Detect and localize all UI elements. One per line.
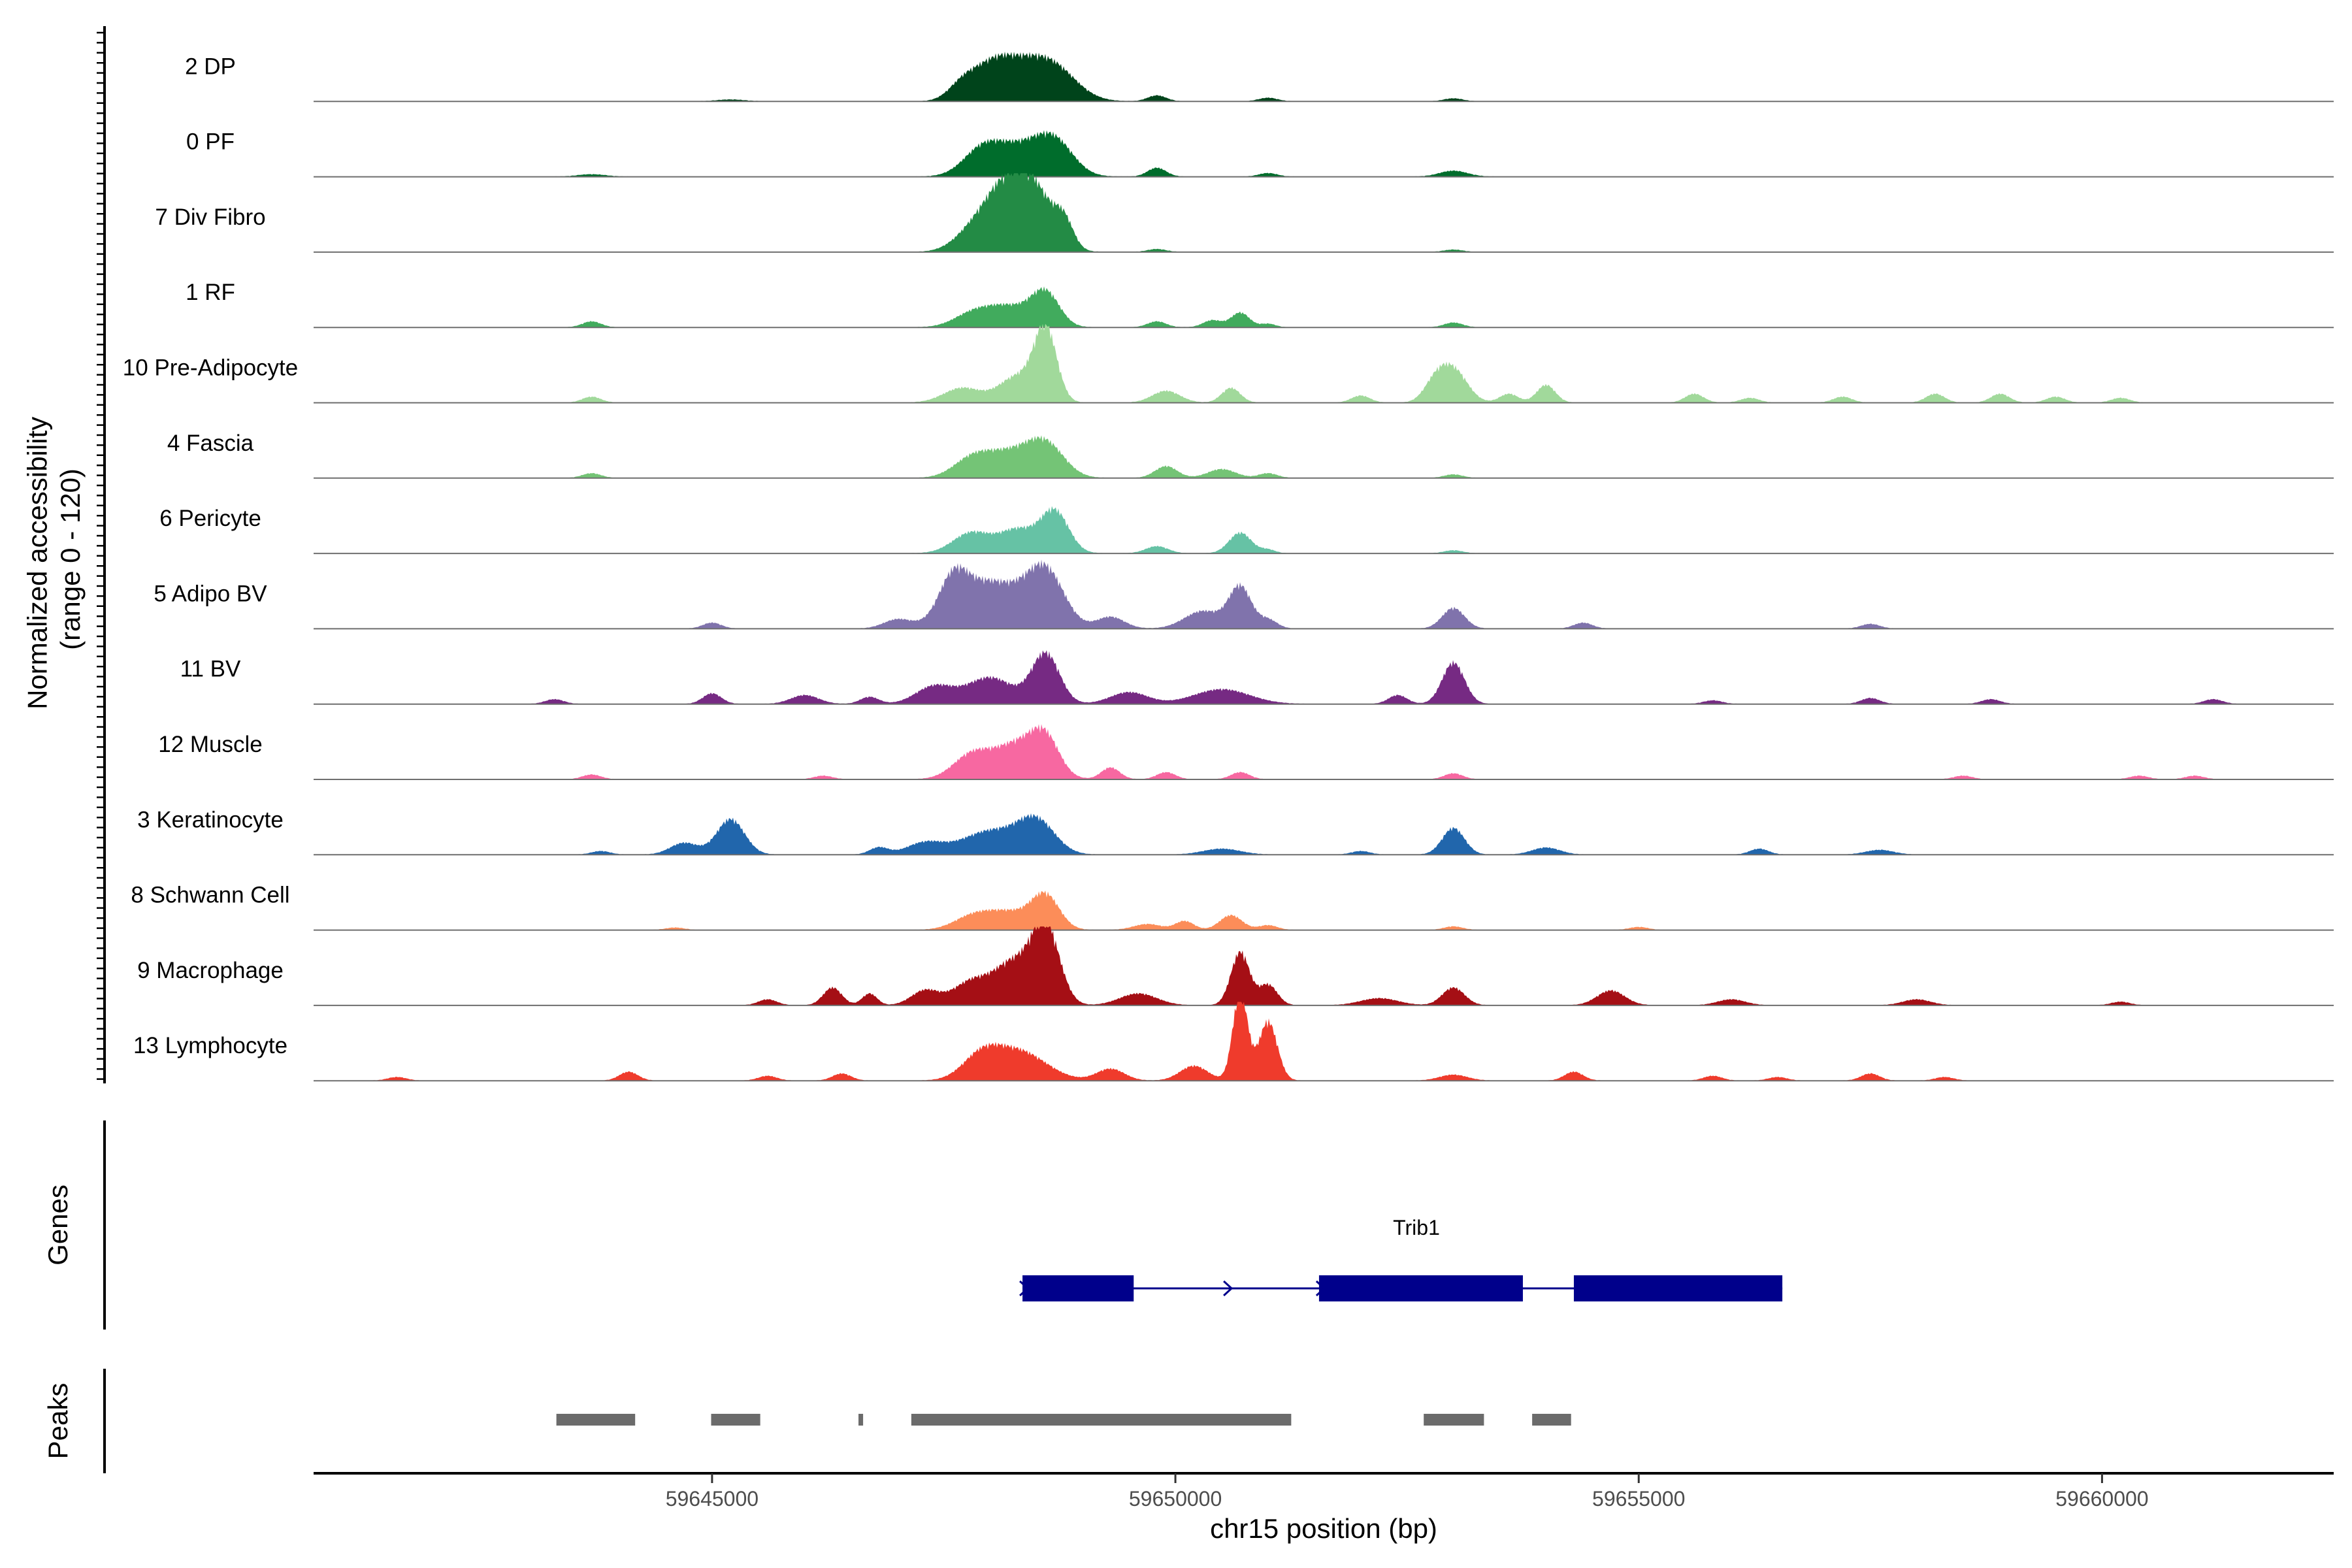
track-label: 2 DP <box>185 54 236 79</box>
coverage-tracks <box>314 52 2334 1082</box>
coverage-area <box>314 650 2334 704</box>
coverage-area <box>314 559 2334 629</box>
coverage-area <box>314 926 2334 1005</box>
track-label: 12 Muscle <box>158 732 263 757</box>
strand-arrow <box>1223 1280 1233 1297</box>
x-axis: 59645000 59650000 59655000 59660000 <box>314 1472 2334 1511</box>
track-label: 1 RF <box>186 280 235 305</box>
x-tick-label: 59660000 <box>2055 1487 2148 1511</box>
coverage-area <box>314 286 2334 328</box>
track-label: 7 Div Fibro <box>155 204 265 230</box>
accessibility-axis <box>97 26 106 1084</box>
coverage-area <box>314 323 2334 403</box>
gene-track: Trib1 <box>1019 1216 1783 1301</box>
coverage-area <box>314 890 2334 930</box>
x-axis-title: chr15 position (bp) <box>1210 1513 1437 1544</box>
exon-block <box>1573 1275 1783 1301</box>
peak-region <box>711 1414 760 1426</box>
strand-arrow <box>1019 1280 1030 1297</box>
coverage-area <box>314 724 2334 779</box>
x-tick-label: 59650000 <box>1129 1487 1222 1511</box>
peak-region <box>911 1414 1292 1426</box>
exon-block <box>1022 1275 1134 1301</box>
genes-panel-title: Genes <box>42 1184 73 1266</box>
strand-arrow <box>1315 1280 1326 1297</box>
coverage-area <box>314 435 2334 478</box>
track-labels: 2 DP 0 PF 7 Div Fibro 1 RF 10 Pre-Adipocyte 4… <box>123 54 298 1058</box>
coverage-area <box>314 813 2334 855</box>
peak-region <box>858 1414 864 1426</box>
coverage-area <box>314 1002 2334 1081</box>
coverage-area <box>314 130 2334 177</box>
peak-region <box>556 1414 636 1426</box>
gene-label-trib1: Trib1 <box>1393 1216 1440 1239</box>
track-label: 11 BV <box>180 657 241 682</box>
x-tick-label: 59645000 <box>666 1487 759 1511</box>
x-tick-label: 59655000 <box>1592 1487 1685 1511</box>
coverage-area <box>314 173 2334 252</box>
coverage-area <box>314 52 2334 102</box>
peak-region <box>1424 1414 1484 1426</box>
left-axis-ticks <box>97 31 105 1080</box>
y-axis-title-line1: Normalized accessibility <box>22 417 53 710</box>
track-label: 13 Lymphocyte <box>133 1033 287 1058</box>
peak-region <box>1532 1414 1571 1426</box>
track-label: 10 Pre-Adipocyte <box>123 355 298 381</box>
track-label: 9 Macrophage <box>137 958 284 983</box>
y-axis-title: Normalized accessibility (range 0 - 120) <box>22 409 86 710</box>
peaks-track <box>556 1414 1571 1426</box>
peaks-panel-title: Peaks <box>42 1383 73 1460</box>
y-axis-title-line2: (range 0 - 120) <box>55 468 86 650</box>
track-label: 6 Pericyte <box>159 506 261 531</box>
exon-block <box>1318 1275 1523 1301</box>
track-label: 4 Fascia <box>167 431 254 456</box>
track-label: 5 Adipo BV <box>154 581 267 606</box>
coverage-area <box>314 506 2334 554</box>
track-label: 0 PF <box>186 129 235 155</box>
track-label: 8 Schwann Cell <box>131 883 289 908</box>
track-label: 3 Keratinocyte <box>137 807 284 832</box>
